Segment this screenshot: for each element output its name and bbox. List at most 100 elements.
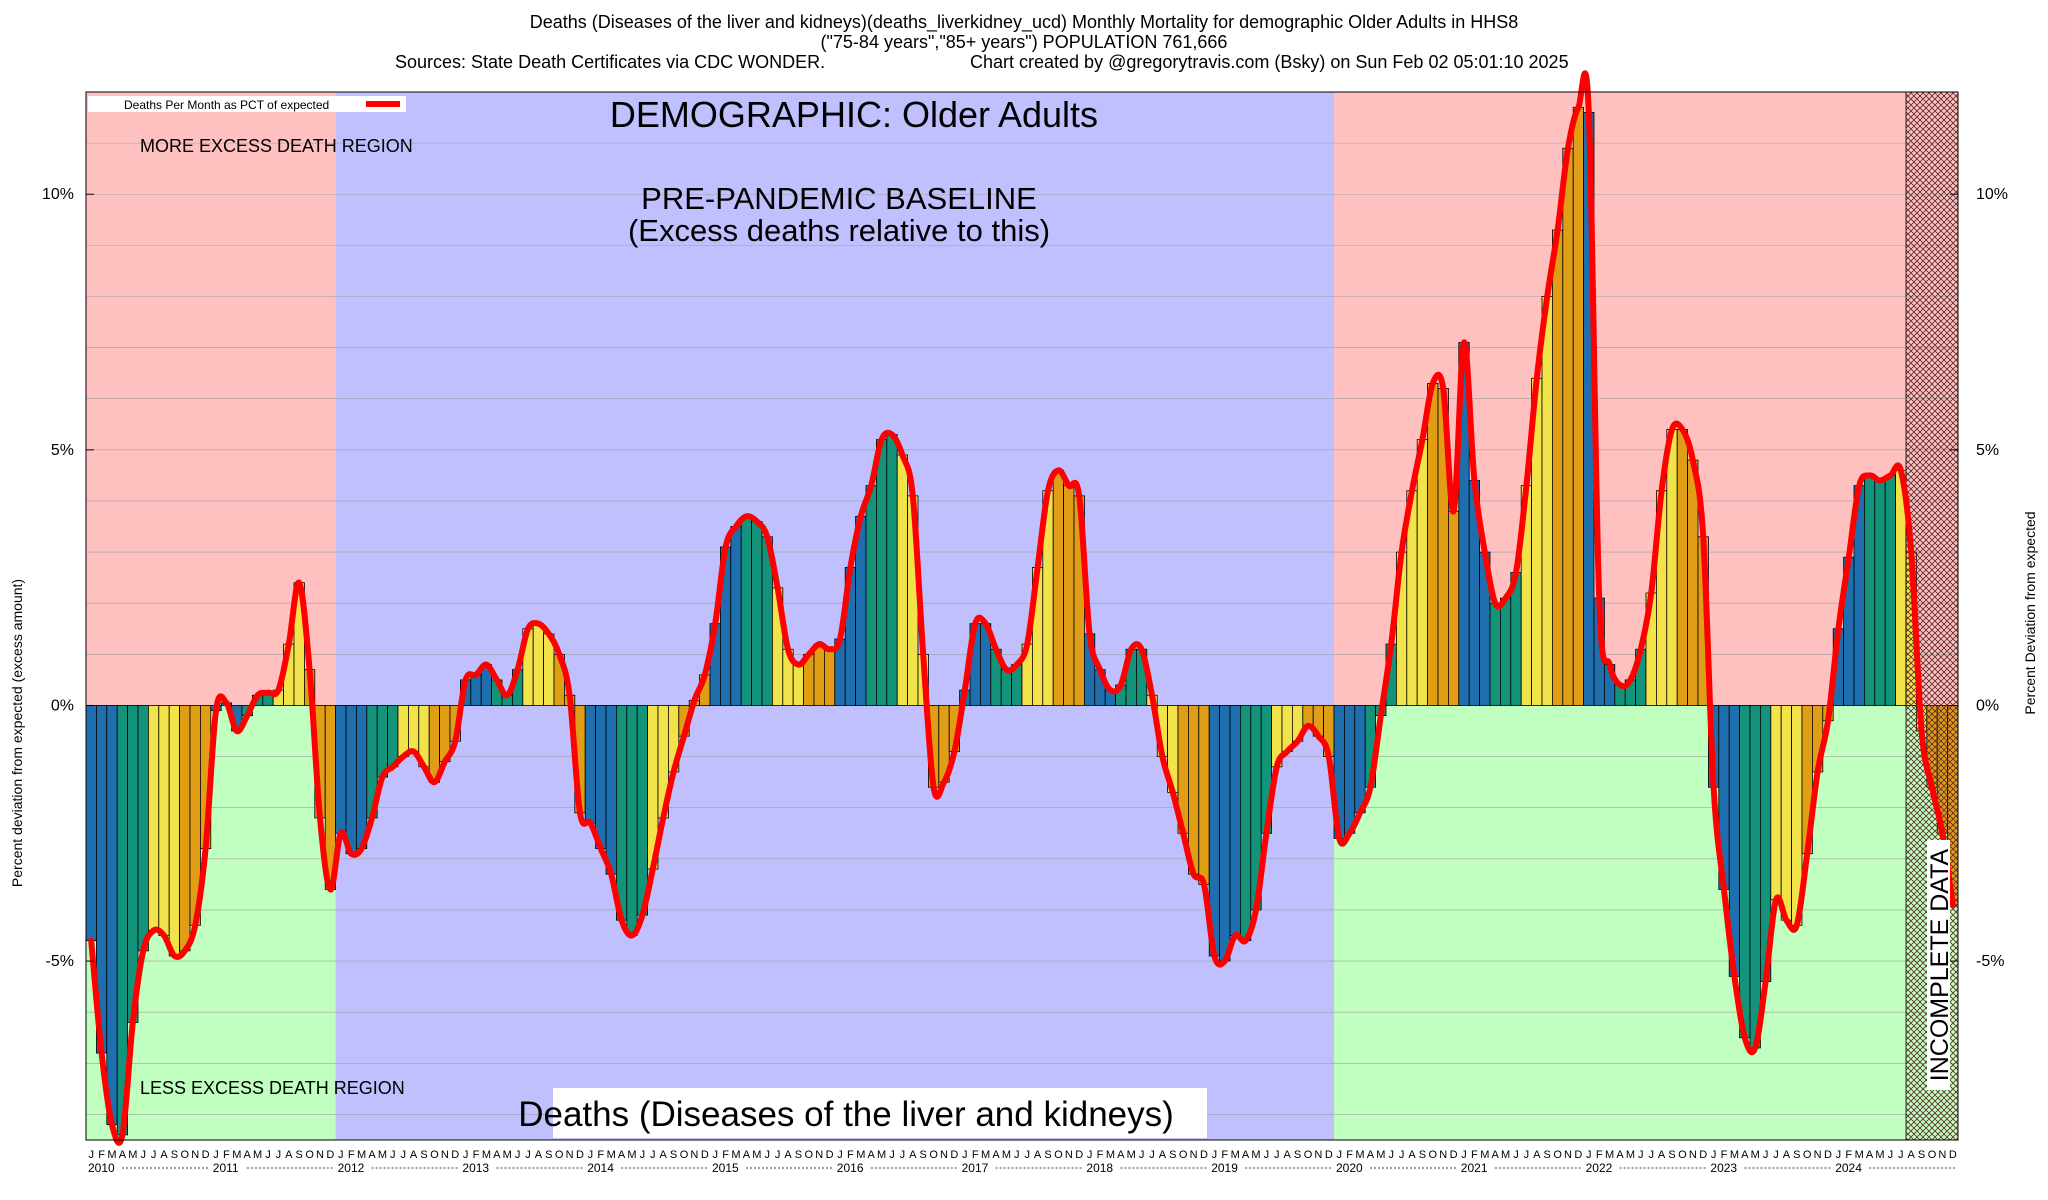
data-bar	[626, 705, 638, 936]
data-bar	[1562, 147, 1574, 706]
month-tick-label: S	[670, 1149, 677, 1161]
data-bar	[636, 705, 649, 916]
y-tick-label-left: 5%	[51, 442, 74, 459]
month-tick-label: A	[1117, 1149, 1125, 1161]
month-tick-label: A	[285, 1149, 293, 1161]
data-bar	[605, 705, 617, 875]
month-tick-label: S	[1918, 1149, 1925, 1161]
month-tick-label: D	[701, 1149, 709, 1161]
month-tick-label: J	[889, 1149, 895, 1161]
month-tick-label: D	[576, 1149, 584, 1161]
month-tick-label: O	[430, 1149, 439, 1161]
month-tick-label: M	[128, 1149, 137, 1161]
baseline-label-1: PRE-PANDEMIC BASELINE	[641, 181, 1037, 216]
month-tick-label: M	[1480, 1149, 1489, 1161]
month-tick-label: F	[847, 1149, 854, 1161]
month-tick-label: M	[1002, 1149, 1011, 1161]
month-tick-label: J	[1586, 1149, 1592, 1161]
data-bar	[397, 705, 409, 757]
demographic-label: DEMOGRAPHIC: Older Adults	[610, 94, 1098, 135]
month-tick-label: O	[805, 1149, 814, 1161]
data-bar	[1063, 485, 1075, 706]
data-bar	[584, 705, 597, 824]
month-tick-label: S	[545, 1149, 552, 1161]
month-tick-label: A	[1908, 1149, 1916, 1161]
data-bar	[1489, 602, 1501, 706]
month-tick-label: A	[1242, 1149, 1250, 1161]
month-tick-label: F	[473, 1149, 480, 1161]
month-tick-label: D	[1824, 1149, 1832, 1161]
month-tick-label: A	[1408, 1149, 1416, 1161]
month-tick-label: A	[1159, 1149, 1167, 1161]
year-tick-label: 2011	[213, 1161, 239, 1175]
month-tick-label: M	[1605, 1149, 1614, 1161]
month-tick-label: O	[1179, 1149, 1188, 1161]
month-tick-label: A	[1658, 1149, 1666, 1161]
month-tick-label: S	[920, 1149, 927, 1161]
month-tick-label: J	[151, 1149, 157, 1161]
month-tick-label: J	[1648, 1149, 1654, 1161]
data-bar	[1864, 475, 1876, 706]
data-bar	[355, 705, 368, 850]
bottom-caption-background	[553, 1088, 1207, 1138]
year-tick-label: 2012	[338, 1161, 365, 1175]
month-tick-label: F	[1097, 1149, 1104, 1161]
month-tick-label: A	[618, 1149, 626, 1161]
month-tick-label: M	[981, 1149, 990, 1161]
month-tick-label: F	[1221, 1149, 1228, 1161]
month-tick-label: M	[1730, 1149, 1739, 1161]
data-bar	[1739, 705, 1751, 1039]
month-tick-label: A	[119, 1149, 127, 1161]
data-bar	[1052, 469, 1064, 706]
month-tick-label: J	[712, 1149, 718, 1161]
data-bar	[106, 705, 118, 1126]
data-bar	[813, 643, 825, 706]
month-tick-label: J	[515, 1149, 521, 1161]
month-tick-label: A	[493, 1149, 501, 1161]
month-tick-label: S	[1044, 1149, 1051, 1161]
data-bar	[1780, 705, 1792, 921]
month-tick-label: M	[232, 1149, 241, 1161]
month-tick-label: J	[88, 1149, 94, 1161]
month-tick-label: M	[482, 1149, 491, 1161]
month-tick-label: M	[1626, 1149, 1635, 1161]
data-bar	[345, 705, 357, 855]
month-tick-label: S	[795, 1149, 802, 1161]
data-bar	[886, 434, 898, 706]
deaths-pct-line	[88, 70, 1956, 1146]
month-tick-label: M	[357, 1149, 366, 1161]
month-tick-label: F	[597, 1149, 604, 1161]
y-tick-label-right: 0%	[1976, 697, 1999, 714]
month-tick-label: J	[962, 1149, 968, 1161]
month-tick-label: D	[1075, 1149, 1083, 1161]
month-tick-label: M	[378, 1149, 387, 1161]
data-bar	[1500, 597, 1512, 706]
data-bar	[1770, 705, 1782, 901]
month-tick-label: F	[1346, 1149, 1353, 1161]
month-tick-label: A	[1866, 1149, 1874, 1161]
month-tick-label: J	[1888, 1149, 1894, 1161]
month-tick-label: J	[265, 1149, 271, 1161]
month-tick-label: A	[535, 1149, 543, 1161]
month-tick-label: A	[1034, 1149, 1042, 1161]
month-tick-label: J	[1139, 1149, 1145, 1161]
year-tick-label: 2015	[712, 1161, 739, 1175]
month-tick-label: N	[1314, 1149, 1322, 1161]
data-bar	[376, 705, 389, 778]
data-bar	[865, 485, 877, 706]
month-tick-label: A	[1367, 1149, 1375, 1161]
legend-label: Deaths Per Month as PCT of expected	[124, 98, 329, 112]
data-bar	[1448, 510, 1460, 706]
month-tick-label: J	[640, 1149, 646, 1161]
month-tick-label: S	[296, 1149, 303, 1161]
year-tick-label: 2014	[587, 1161, 614, 1175]
month-tick-label: N	[1814, 1149, 1822, 1161]
month-tick-label: J	[775, 1149, 781, 1161]
month-tick-label: A	[1284, 1149, 1292, 1161]
chart-title-line1: Deaths (Diseases of the liver and kidney…	[529, 12, 1519, 32]
data-bar	[387, 705, 399, 768]
month-tick-label: J	[1711, 1149, 1717, 1161]
month-tick-label: M	[1875, 1149, 1884, 1161]
month-tick-label: F	[1596, 1149, 1603, 1161]
month-tick-label: A	[743, 1149, 751, 1161]
